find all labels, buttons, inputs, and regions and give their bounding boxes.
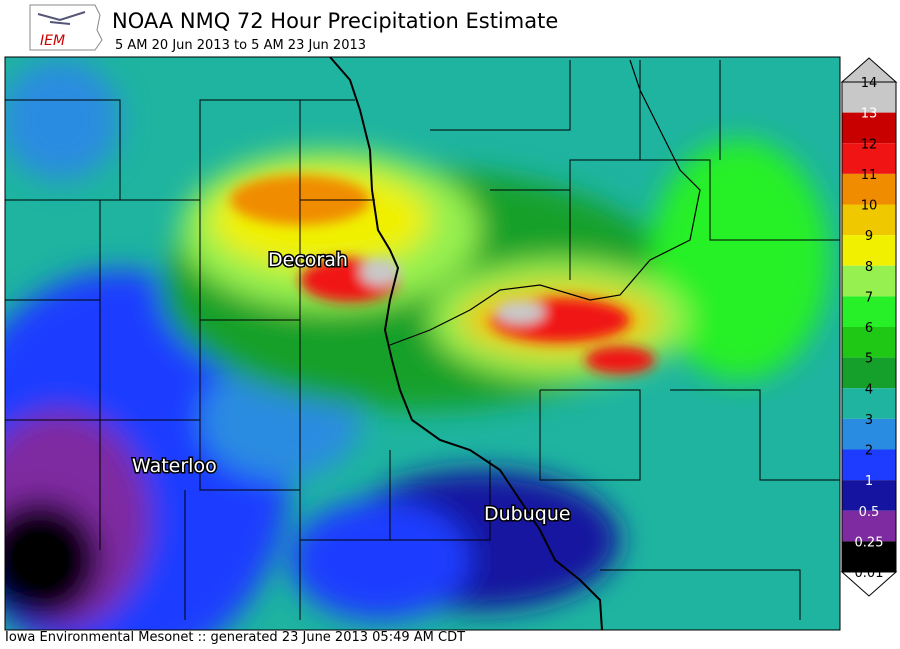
legend-label: 12 [861,137,878,152]
legend-label: 0.5 [859,505,880,520]
legend-frame [841,81,897,573]
legend-band [842,541,896,572]
subtitle: 5 AM 20 Jun 2013 to 5 AM 23 Jun 2013 [115,38,366,53]
legend-label: 7 [865,290,873,305]
legend-label: 1 [865,474,873,489]
legend: 14 13 12 11 10 9 8 7 6 5 4 3 2 1 0.5 0.25 0.01 [840,57,898,597]
legend-band [842,327,896,358]
legend-band [842,82,896,113]
legend-band [842,449,896,481]
legend-band [842,388,896,419]
title: NOAA NMQ 72 Hour Precipitation Estimate [112,9,558,33]
legend-label: 3 [865,413,873,428]
legend-band [842,112,896,144]
legend-band [842,418,896,450]
legend-band [842,143,896,174]
city-labels: Decorah Waterloo Dubuque [131,248,573,527]
legend-label: 13 [861,107,878,122]
legend-label: 5 [865,352,873,367]
city-label: Dubuque [484,503,571,525]
legend-band [842,173,896,205]
boundaries [5,57,840,630]
legend-band [842,235,896,266]
legend-band [842,480,896,511]
logo-text: IEM [40,33,65,49]
precip-field [5,57,840,630]
footer: Iowa Environmental Mesonet :: generated … [5,630,465,645]
city-label: Decorah [268,249,348,271]
legend-label: 0.01 [855,566,884,581]
legend-label: 4 [865,382,873,397]
legend-label: 6 [865,321,873,336]
legend-label: 14 [861,76,878,91]
legend-label: 2 [865,444,873,459]
legend-band [842,204,896,236]
legend-label: 8 [865,260,873,275]
map-frame [4,56,841,631]
legend-label: 11 [861,168,878,183]
legend-band [842,357,896,389]
legend-label: 9 [865,229,873,244]
legend-label: 10 [861,199,878,214]
legend-band [842,265,896,297]
legend-label: 0.25 [855,535,884,550]
logo: IEM [29,4,103,51]
legend-band [842,296,896,327]
legend-band [842,510,896,542]
city-label: Waterloo [132,455,217,477]
